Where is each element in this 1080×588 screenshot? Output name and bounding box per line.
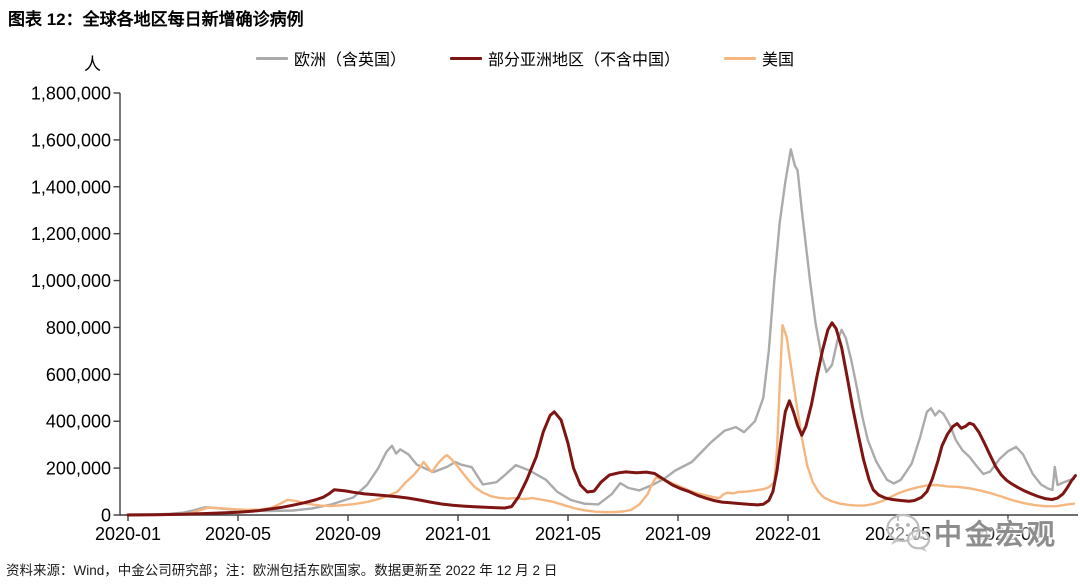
us-line-swatch-icon (724, 56, 757, 60)
svg-text:2020-05: 2020-05 (205, 524, 271, 544)
legend-label-asia: 部分亚洲地区（不含中国） (488, 52, 681, 69)
europe-line-swatch-icon (256, 56, 288, 60)
svg-text:2020-09: 2020-09 (315, 524, 381, 544)
svg-text:2021-05: 2021-05 (535, 524, 601, 544)
asia-line-swatch-icon (450, 56, 483, 60)
svg-text:2022-01: 2022-01 (755, 524, 821, 544)
svg-text:2021-09: 2021-09 (645, 524, 711, 544)
svg-text:0: 0 (101, 506, 111, 526)
y-axis-unit-label: 人 (84, 55, 101, 74)
svg-text:400,000: 400,000 (46, 412, 111, 432)
svg-text:2020-01: 2020-01 (95, 524, 161, 544)
wechat-icon (886, 513, 931, 552)
legend-label-europe: 欧洲（含英国） (294, 52, 407, 69)
legend-item-us: 美国 (724, 46, 794, 70)
legend-label-us: 美国 (762, 52, 795, 69)
svg-text:800,000: 800,000 (46, 318, 111, 338)
legend-item-asia: 部分亚洲地区（不含中国） (450, 46, 680, 70)
source-note: 资料来源：Wind，中金公司研究部；注：欧洲包括东欧国家。数据更新至 2022 … (6, 563, 558, 578)
legend-item-europe: 欧洲（含英国） (256, 46, 406, 70)
svg-text:2022-09: 2022-09 (975, 524, 1041, 544)
svg-text:1,800,000: 1,800,000 (31, 84, 111, 104)
watermark-text: 中金宏观 (934, 519, 1059, 550)
svg-text:2021-01: 2021-01 (425, 524, 491, 544)
chart-legend: 欧洲（含英国） 部分亚洲地区（不含中国） 美国 (256, 46, 794, 70)
figure-title: 图表 12：全球各地区每日新增确诊病例 (8, 10, 304, 29)
svg-text:1,200,000: 1,200,000 (31, 224, 111, 244)
svg-text:600,000: 600,000 (46, 365, 111, 385)
svg-text:1,000,000: 1,000,000 (31, 271, 111, 291)
svg-text:1,600,000: 1,600,000 (31, 130, 111, 150)
watermark: 中金宏观 (884, 512, 1058, 554)
svg-text:1,400,000: 1,400,000 (31, 177, 111, 197)
svg-text:200,000: 200,000 (46, 459, 111, 479)
